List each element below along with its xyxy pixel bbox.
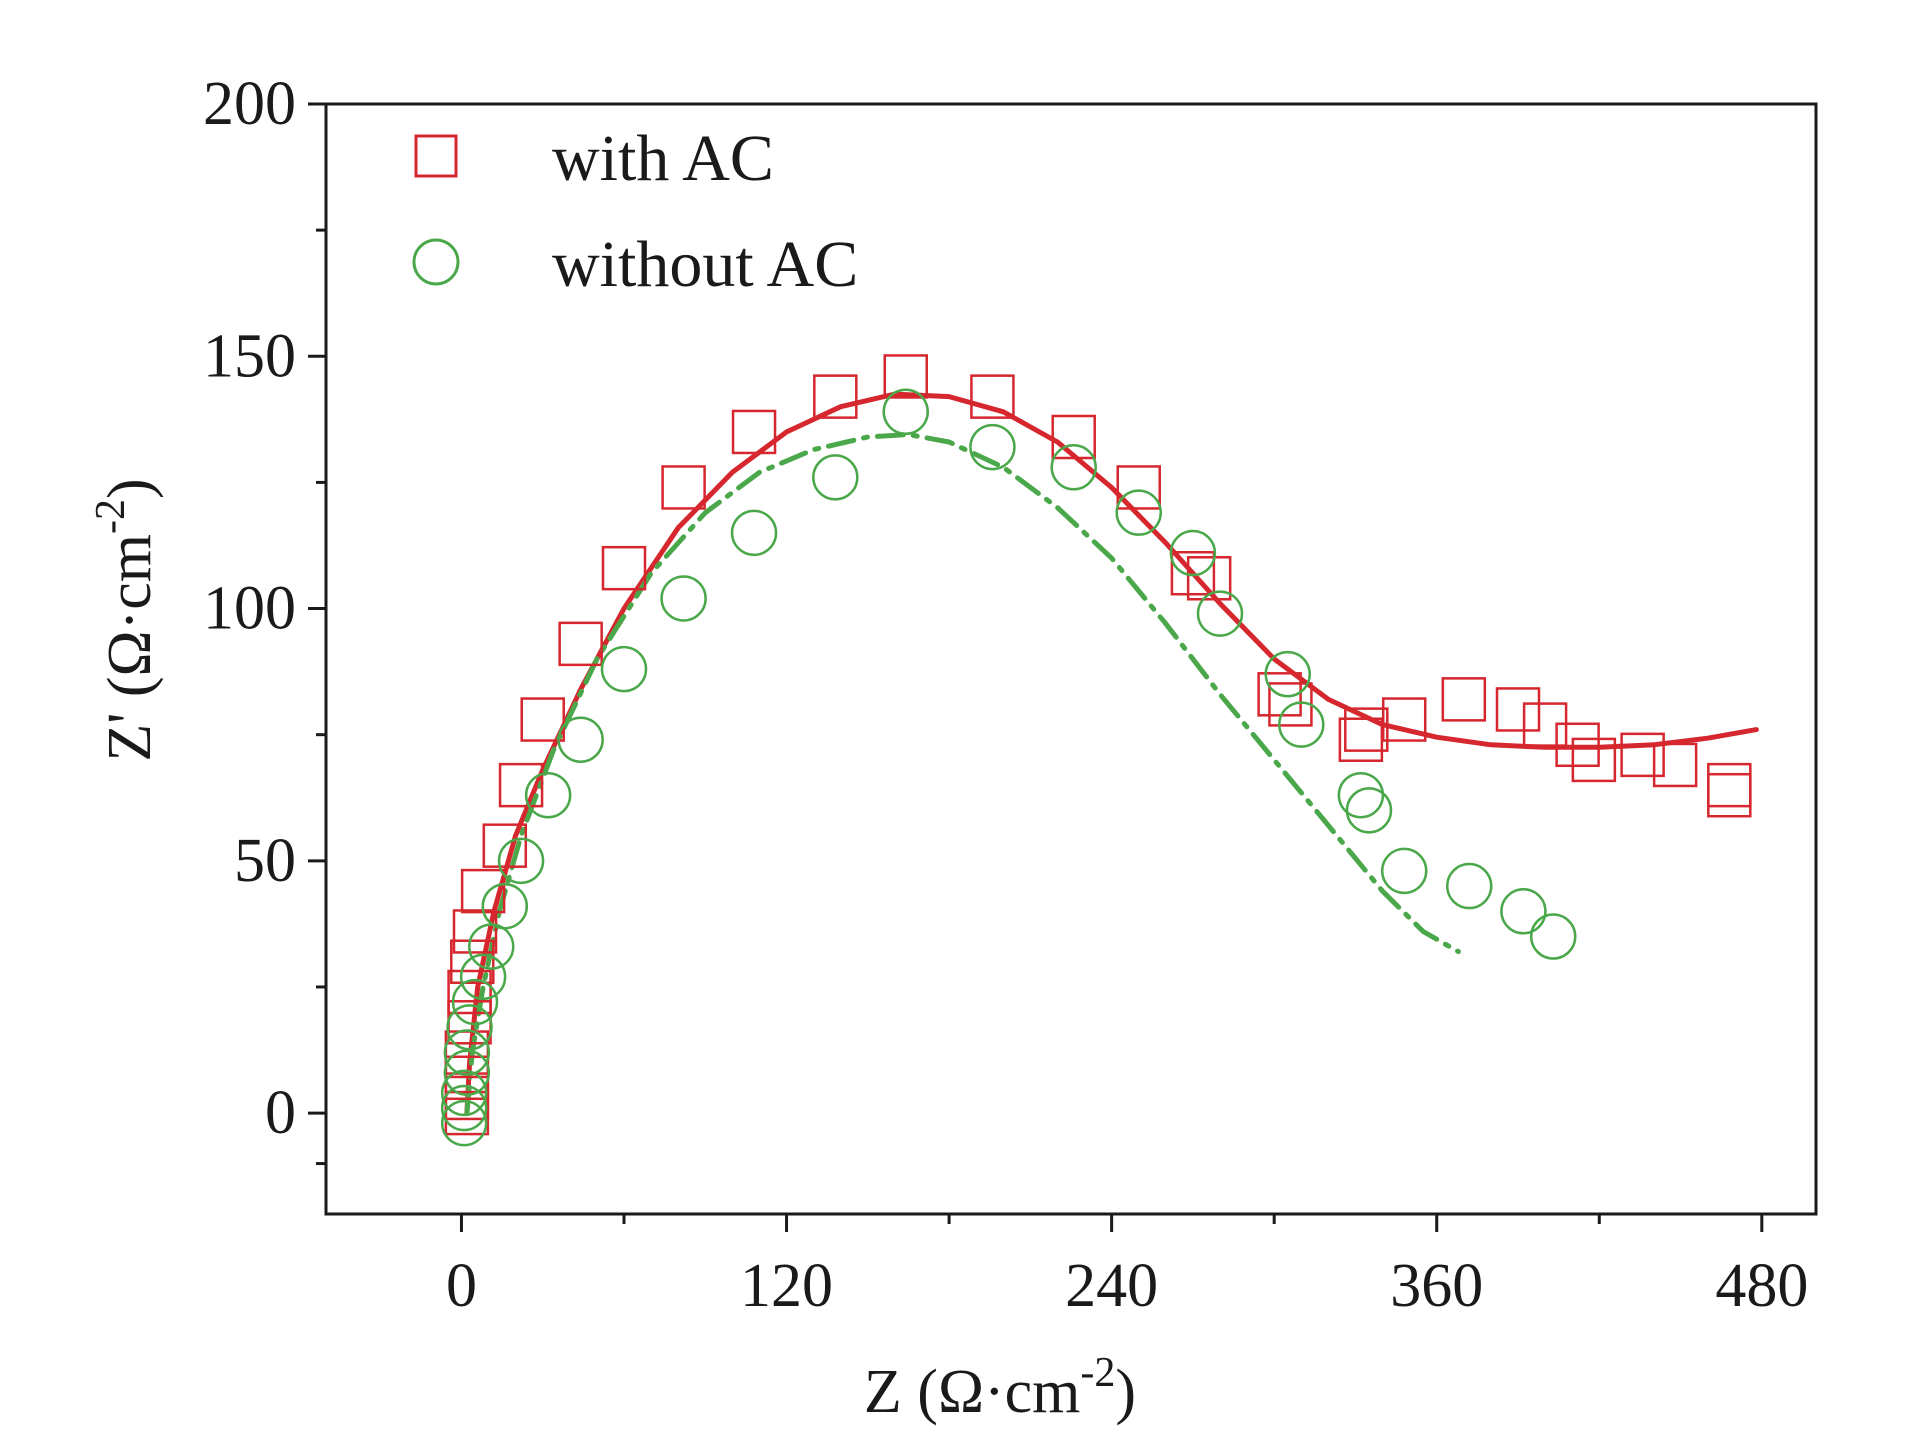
circle-marker [440, 1099, 488, 1147]
square-marker [498, 762, 544, 808]
square-marker [520, 697, 565, 742]
plot-area [324, 102, 1818, 1216]
square-marker [731, 409, 777, 455]
y-tick-label: 100 [203, 575, 296, 643]
circle-marker [1380, 847, 1428, 895]
circle-marker [1345, 787, 1393, 834]
square-marker [558, 621, 603, 667]
square-marker [482, 823, 528, 868]
square-marker [1338, 717, 1384, 762]
circle-marker [1264, 650, 1311, 698]
x-tick-label: 240 [1065, 1252, 1158, 1320]
square-marker [450, 939, 495, 984]
square-marker [1707, 772, 1752, 818]
square-marker [1344, 707, 1389, 752]
circle-marker [1337, 771, 1385, 819]
fit-line-with-ac [464, 391, 1759, 1116]
circle-marker [1115, 489, 1162, 536]
square-marker [1051, 414, 1096, 460]
circle-marker [882, 388, 929, 436]
y-tick-label: 200 [203, 70, 296, 138]
square-marker [1652, 742, 1698, 788]
x-axis-title: Z (Ω·cm-2) [864, 1350, 1136, 1426]
legend-label-without-ac: without AC [552, 228, 858, 301]
circle-marker [443, 1029, 491, 1076]
y-tick-label: 50 [234, 827, 296, 895]
circle-marker [1196, 590, 1244, 637]
circle-marker [1529, 913, 1577, 960]
axis-ticks [308, 102, 1764, 1232]
circle-marker [812, 454, 859, 501]
circle-marker [730, 509, 778, 557]
circle-marker [557, 716, 604, 763]
legend: with AC without AC [412, 122, 858, 301]
square-marker [1620, 732, 1665, 778]
circle-marker [451, 978, 499, 1026]
circle-marker [481, 882, 529, 930]
circle-marker [497, 837, 545, 885]
y-tick-label: 0 [265, 1079, 296, 1147]
fit-lines [464, 391, 1759, 1116]
x-tick-label: 480 [1715, 1252, 1808, 1320]
circle-marker [1445, 862, 1493, 910]
y-tick-label: 150 [203, 322, 296, 390]
circle-marker [1169, 529, 1217, 577]
square-marker [1186, 556, 1232, 601]
square-marker [1495, 687, 1541, 732]
square-marker [1707, 762, 1752, 808]
circle-marker [459, 953, 507, 1001]
x-tick-label: 360 [1390, 1252, 1483, 1320]
circle-marker [660, 575, 707, 622]
tick-labels: 0 120 240 360 480 0 50 100 150 200 [203, 70, 1808, 1320]
square-marker [813, 374, 858, 419]
plot-frame [324, 102, 1818, 1216]
square-marker [1571, 737, 1617, 783]
square-marker [452, 909, 498, 954]
y-axis-title: Z' (Ω·cm-2) [88, 478, 164, 761]
square-marker [1257, 672, 1302, 717]
legend-item-with-ac: with AC [414, 122, 774, 195]
legend-label-with-ac: with AC [552, 122, 774, 195]
square-marker [661, 465, 706, 510]
fit-line-without-ac [464, 432, 1461, 1116]
circle-marker [524, 771, 572, 819]
square-marker [1381, 697, 1427, 742]
circle-marker [1278, 701, 1325, 748]
legend-item-without-ac: without AC [412, 228, 858, 301]
circle-marker [1500, 888, 1547, 935]
square-marker [601, 545, 647, 591]
circle-marker [440, 1084, 488, 1132]
data-markers [440, 354, 1752, 1147]
square-marker [883, 354, 928, 399]
x-tick-label: 0 [446, 1252, 477, 1320]
square-marker [447, 969, 492, 1015]
circle-marker [443, 1049, 491, 1096]
square-marker [1170, 550, 1216, 596]
x-tick-label: 120 [740, 1252, 833, 1320]
square-marker [1555, 722, 1600, 768]
circle-marker [969, 423, 1016, 471]
square-marker [1116, 465, 1161, 510]
square-marker [1441, 677, 1487, 722]
circle-marker [600, 645, 648, 693]
circle-marker [1050, 444, 1097, 491]
square-marker [970, 374, 1015, 419]
legend-circle-marker [412, 238, 460, 286]
circle-marker [440, 1069, 488, 1117]
circle-marker [446, 1004, 493, 1051]
legend-square-marker [414, 134, 458, 178]
